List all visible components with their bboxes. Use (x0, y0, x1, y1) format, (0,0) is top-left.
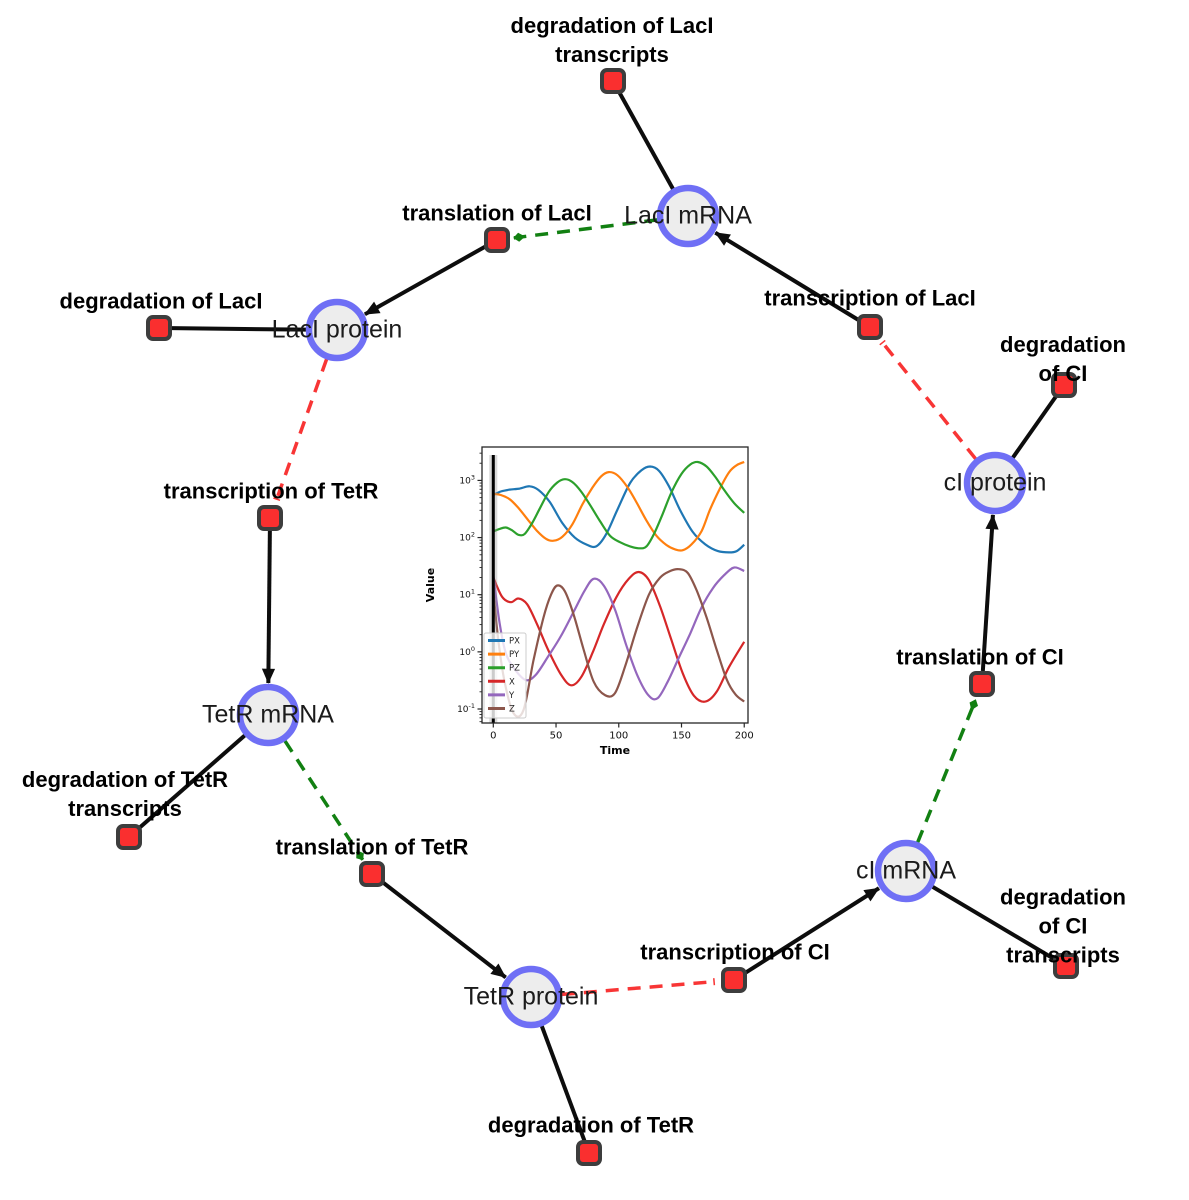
y-tick-label: 100 (459, 645, 475, 658)
reaction-node-deg-laci[interactable] (146, 315, 172, 341)
edge-catalysis-tetr-mrna-transl-tetr (283, 739, 365, 861)
edge-production-transc-laci-laci-mrna (714, 230, 860, 322)
species-node-tetr-mrna[interactable] (236, 683, 300, 747)
edge-consumption-tetr-mrna-deg-tetr-tx (137, 733, 247, 830)
y-tick-label: 10-1 (457, 702, 475, 715)
edge-consumption-tetr-protein-deg-tetr (539, 1025, 587, 1142)
reaction-node-deg-ci[interactable] (1051, 372, 1077, 398)
plot-series (492, 460, 746, 718)
series-PY (493, 460, 745, 552)
legend-label-Z: Z (509, 705, 515, 715)
reaction-node-transc-tetr[interactable] (257, 505, 283, 531)
series-Z (492, 568, 745, 718)
reaction-node-transc-ci[interactable] (721, 967, 747, 993)
y-tick-label: 102 (459, 531, 475, 544)
reaction-node-transc-laci[interactable] (857, 314, 883, 340)
series-PZ (492, 460, 745, 550)
edge-inhibition-ci-protein-transc-laci (879, 339, 977, 460)
x-tick-label: 150 (672, 731, 691, 742)
x-tick-label: 50 (550, 731, 563, 742)
species-node-tetr-protein[interactable] (499, 965, 563, 1029)
y-axis-title: Value (424, 568, 437, 602)
legend-label-PX: PX (509, 637, 520, 647)
edge-production-transc-tetr-tetr-mrna (261, 530, 276, 684)
species-node-ci-protein[interactable] (963, 451, 1027, 515)
x-tick-label: 200 (735, 731, 754, 742)
legend-label-PY: PY (509, 650, 520, 660)
x-tick-label: 100 (609, 731, 628, 742)
species-node-laci-protein[interactable] (305, 298, 369, 362)
reaction-node-deg-laci-tx[interactable] (600, 68, 626, 94)
y-tick-label: 103 (459, 473, 475, 486)
reaction-node-deg-tetr[interactable] (576, 1140, 602, 1166)
nodes-layer (116, 68, 1079, 1166)
edge-consumption-ci-protein-deg-ci (1011, 394, 1059, 459)
edge-inhibition-tetr-protein-transc-ci (561, 978, 716, 997)
edge-production-transl-ci-ci-protein (980, 514, 999, 672)
plot-legend: PX PY PZ XYZ (483, 632, 527, 719)
edge-inhibition-laci-protein-transc-tetr (273, 358, 329, 502)
plot-axes: 0 50 100 150 200 10-1 100 101 102 103 (457, 446, 754, 742)
edge-production-transl-tetr-tetr-protein (381, 880, 507, 980)
edge-consumption-laci-protein-deg-laci (171, 326, 307, 332)
series-X (492, 570, 746, 703)
y-tick-label: 101 (459, 588, 475, 601)
edge-production-transl-laci-laci-protein (363, 244, 487, 317)
legend-label-X: X (509, 677, 515, 687)
species-node-ci-mrna[interactable] (874, 839, 938, 903)
reaction-node-deg-tetr-tx[interactable] (116, 824, 142, 850)
edge-consumption-ci-mrna-deg-ci-tx (931, 885, 1056, 962)
species-node-laci-mrna[interactable] (656, 184, 720, 248)
reaction-node-transl-tetr[interactable] (359, 861, 385, 887)
legend-label-PZ: PZ (509, 664, 520, 674)
edge-consumption-laci-mrna-deg-laci-tx (617, 91, 675, 190)
edge-production-transc-ci-ci-mrna (743, 886, 881, 975)
reaction-node-transl-ci[interactable] (969, 671, 995, 697)
edge-catalysis-laci-mrna-transl-laci (513, 218, 658, 242)
legend-label-Y: Y (508, 691, 515, 701)
time-series-plot: PX PY PZ X Y Z 0 50 100 150 200 10-1 100 101 102 103 Tim… (418, 432, 774, 770)
series-PX (492, 465, 745, 554)
reaction-node-deg-ci-tx[interactable] (1053, 953, 1079, 979)
x-axis-title: Time (600, 744, 630, 757)
x-tick-label: 0 (490, 731, 496, 742)
edge-catalysis-ci-mrna-transl-ci (916, 699, 979, 843)
edges-layer (137, 91, 1059, 1142)
reaction-node-transl-laci[interactable] (484, 227, 510, 253)
plot-svg: PX PY PZ XYZ 0 50 100 150 200 10-1 100 101 102 103 Tim… (424, 446, 754, 757)
